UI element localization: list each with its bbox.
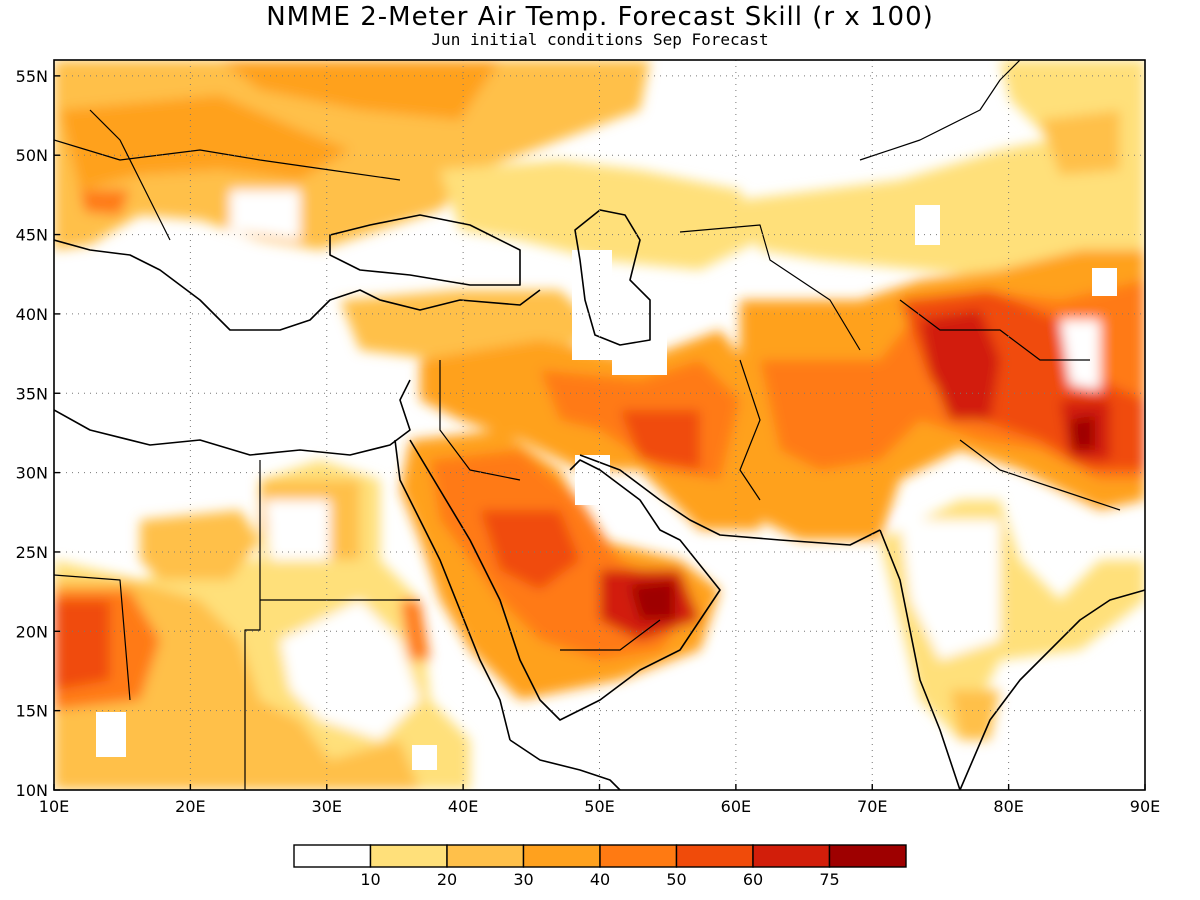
colorbar-label: 60 [743,870,763,889]
lon-tick-label: 30E [312,797,342,816]
lon-tick-label: 70E [857,797,887,816]
lon-tick-label: 80E [993,797,1023,816]
figure-subtitle: Jun initial conditions Sep Forecast [431,30,768,49]
figure-title: NMME 2-Meter Air Temp. Forecast Skill (r… [266,2,934,32]
lon-tick-label: 10E [39,797,69,816]
lat-tick-label: 30N [16,464,48,483]
colorbar-swatch [675,844,754,868]
colorbar-label: 10 [360,870,380,889]
colorbar-swatch [828,844,907,868]
lat-tick-label: 15N [16,702,48,721]
lon-tick-label: 50E [584,797,614,816]
coastlines-and-borders [54,60,1145,790]
lon-tick-label: 20E [175,797,205,816]
colorbar-label: 50 [666,870,686,889]
colorbar-label: 75 [819,870,839,889]
colorbar-label: 30 [513,870,533,889]
lat-tick-label: 40N [16,305,48,324]
lat-tick-label: 35N [16,384,48,403]
lat-tick-label: 55N [16,67,48,86]
lat-tick-label: 25N [16,543,48,562]
lon-tick-label: 60E [721,797,751,816]
lon-tick-label: 40E [448,797,478,816]
colorbar: 10 20 30 40 50 60 75 [293,844,907,889]
colorbar-label: 20 [437,870,457,889]
lat-tick-label: 10N [16,781,48,800]
colorbar-swatch [522,844,601,868]
colorbar-swatch [293,844,372,868]
latitude-axis: 10N 15N 20N 25N 30N 35N 40N 45N 50N 55N [16,67,60,800]
lat-tick-label: 45N [16,226,48,245]
longitude-axis: 10E 20E 30E 40E 50E 60E 70E 80E 90E [39,784,1160,816]
lat-tick-label: 50N [16,146,48,165]
colorbar-swatch [599,844,678,868]
colorbar-label: 40 [590,870,610,889]
lon-tick-label: 90E [1130,797,1160,816]
colorbar-swatch [446,844,525,868]
masked-patches [96,205,1117,770]
colorbar-swatch [752,844,831,868]
colorbar-swatch [369,844,448,868]
lat-tick-label: 20N [16,622,48,641]
